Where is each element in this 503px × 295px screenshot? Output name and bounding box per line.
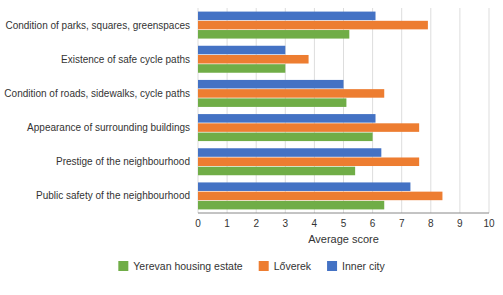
grid-line [343,8,344,213]
x-tick-label: 5 [341,218,347,229]
legend-swatch [259,261,269,271]
bar [198,55,309,64]
grid-line [372,8,373,213]
legend-swatch [327,261,337,271]
x-tick-label: 3 [283,218,289,229]
x-tick-label: 7 [399,218,405,229]
bars [198,12,442,210]
bar [198,80,344,89]
category-label: Prestige of the neighbourhood [56,156,190,167]
x-tick-label: 4 [312,218,318,229]
x-tick-label: 8 [428,218,434,229]
category-label: Appearance of surrounding buildings [27,122,190,133]
bar [198,114,376,123]
x-tick-label: 9 [457,218,463,229]
bar [198,192,442,201]
category-label: Condition of roads, sidewalks, cycle pat… [4,88,190,99]
grid-line [401,8,402,213]
legend-label: Yerevan housing estate [133,260,243,272]
bar [198,89,384,98]
grid-line [314,8,315,213]
legend-swatch [118,261,128,271]
bar [198,167,355,176]
legend-label: Inner city [342,260,385,272]
bar [198,12,376,21]
legend-label: Lőverek [274,260,312,272]
grid-line [256,8,257,213]
category-label: Public safety of the neighbourhood [36,190,190,201]
grid-line [227,8,228,213]
bar [198,21,428,30]
category-label: Condition of parks, squares, greenspaces [5,20,190,31]
chart-svg: 0 1 2 3 4 5 6 7 8 9 10 Condition of parks, squares,… [0,0,503,295]
bar [198,30,349,39]
bar [198,201,384,210]
grid-line [489,8,490,213]
grid-line [285,8,286,213]
bar [198,148,381,157]
chart-container: 0 1 2 3 4 5 6 7 8 9 10 Condition of parks, squares,… [0,0,503,295]
grid-line [459,8,460,213]
x-axis-label: Average score [308,233,379,245]
x-tick-label: 1 [224,218,230,229]
bar [198,46,285,55]
x-tick-label: 6 [370,218,376,229]
bar [198,157,419,166]
grid-line [430,8,431,213]
x-axis-line [198,213,489,214]
bar [198,133,373,142]
bar [198,98,346,107]
bar [198,182,410,191]
grid-line [198,8,199,213]
category-label: Existence of safe cycle paths [61,54,190,65]
grid [198,8,489,213]
bar [198,64,285,73]
bar [198,123,419,132]
legend: Yerevan housing estate Lőverek Inner city [118,260,385,272]
x-tick-label: 10 [483,218,495,229]
x-tick-label: 2 [253,218,259,229]
x-tick-label: 0 [195,218,201,229]
